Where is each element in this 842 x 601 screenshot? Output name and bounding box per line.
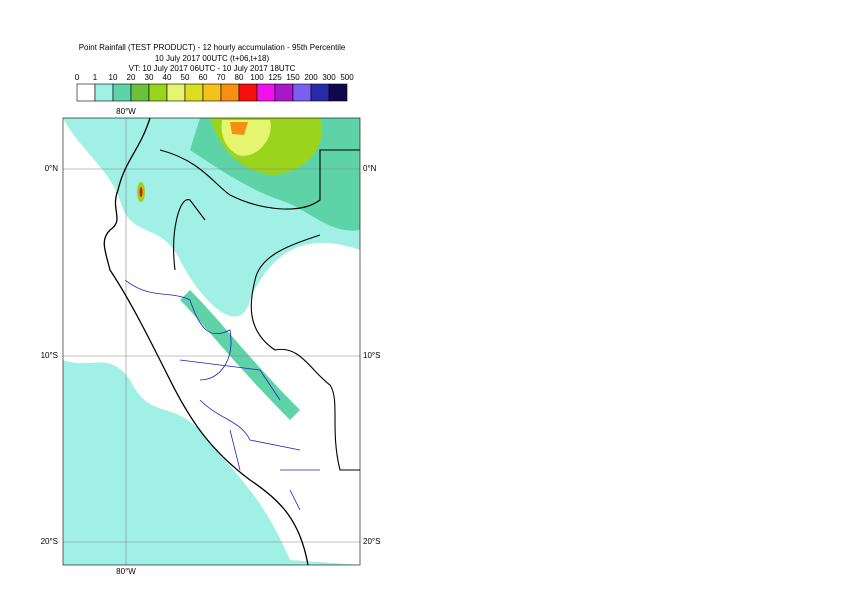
coastline <box>103 117 309 566</box>
colorbar-box <box>130 83 150 102</box>
rain-area <box>63 360 150 565</box>
lat-label: 0°N <box>45 164 59 173</box>
title-line: Point Rainfall (TEST PRODUCT) - 12 hourl… <box>79 43 346 52</box>
colorbar-box <box>148 83 168 102</box>
colorbar-box <box>310 83 330 102</box>
colorbar-label: 200 <box>304 73 318 82</box>
colorbar-label: 125 <box>268 73 282 82</box>
colorbar-box <box>274 83 294 102</box>
dry-area <box>250 253 360 345</box>
dry-area <box>63 118 360 565</box>
colorbar-box <box>292 83 312 102</box>
lat-label: 0°N <box>363 164 377 173</box>
colorbar-label: 10 <box>109 73 118 82</box>
colorbar-box <box>184 83 204 102</box>
map-frame <box>62 117 361 566</box>
title-line: 10 July 2017 00UTC (t+06,t+18) <box>155 54 270 63</box>
colorbar-box <box>112 83 132 102</box>
colorbar-label: 60 <box>199 73 208 82</box>
colorbar-label: 300 <box>322 73 336 82</box>
colorbar-label: 30 <box>145 73 154 82</box>
lon-label: 80°W <box>116 107 136 116</box>
colorbar-box <box>328 83 348 102</box>
colorbar-box <box>76 83 96 102</box>
colorbar-box <box>202 83 222 102</box>
colorbar-label: 150 <box>286 73 300 82</box>
colorbar-label: 40 <box>163 73 172 82</box>
rain-area <box>139 187 143 197</box>
lat-label: 10°S <box>41 351 58 360</box>
colorbar-label: 0 <box>75 73 80 82</box>
colorbar-label: 100 <box>250 73 264 82</box>
colorbar-box <box>238 83 258 102</box>
colorbar-label: 500 <box>340 73 354 82</box>
region-border <box>124 279 320 511</box>
colorbar-label: 70 <box>217 73 226 82</box>
colorbar-box <box>256 83 276 102</box>
colorbar-label: 1 <box>93 73 98 82</box>
title-line: VT: 10 July 2017 06UTC - 10 July 2017 18… <box>129 64 296 73</box>
lat-label: 10°S <box>363 351 380 360</box>
border <box>159 149 360 471</box>
colorbar-label: 50 <box>181 73 190 82</box>
colorbar-label: 20 <box>127 73 136 82</box>
lat-label: 20°S <box>41 537 58 546</box>
lat-label: 20°S <box>363 537 380 546</box>
colorbar: 0 1 10 20 30 40 50 60 70 80 100 125 150 200 300 500 <box>75 73 354 102</box>
colorbar-label: 80 <box>235 73 244 82</box>
map: 80°W 80°W 0°N 10°S 20°S 0°N 10°S 20°S <box>41 107 381 576</box>
lon-label: 80°W <box>116 567 136 576</box>
colorbar-box <box>166 83 186 102</box>
colorbar-box <box>94 83 114 102</box>
rain-area <box>230 122 248 135</box>
colorbar-box <box>220 83 240 102</box>
rain-area <box>180 290 300 420</box>
